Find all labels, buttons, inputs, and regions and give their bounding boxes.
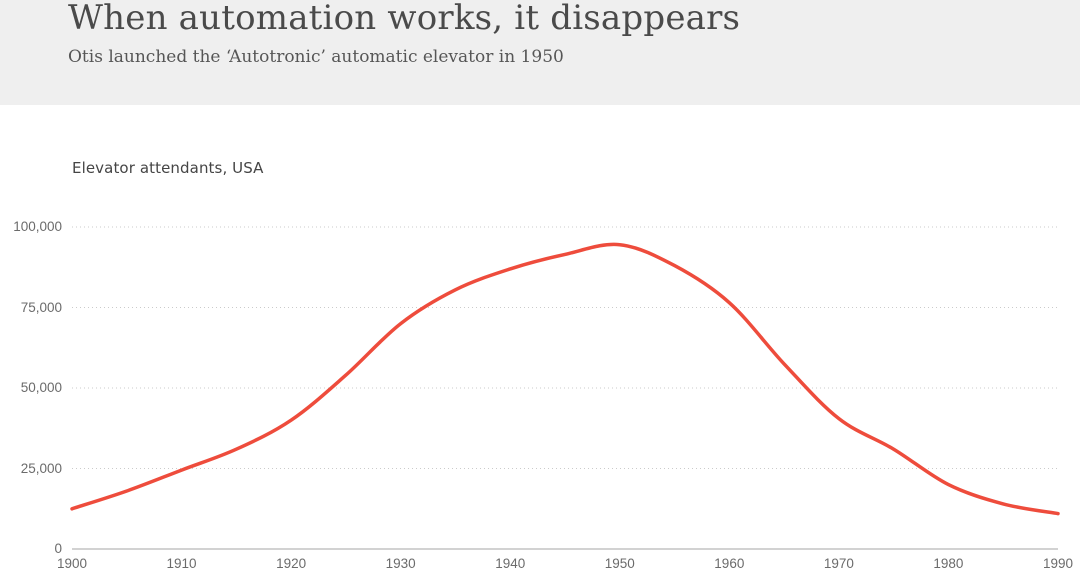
x-tick-label: 1980 [933, 556, 964, 571]
y-tick-label: 50,000 [20, 380, 62, 395]
y-tick-label: 100,000 [13, 219, 62, 234]
page-subtitle: Otis launched the ‘Autotronic’ automatic… [68, 47, 564, 68]
data-line-elevator-attendants [70, 242, 1060, 516]
y-tick-label: 75,000 [20, 299, 62, 315]
x-tick-label: 1940 [495, 556, 526, 571]
x-tick-label: 1910 [166, 556, 197, 571]
x-tick-label: 1950 [604, 556, 635, 571]
chart-header: When automation works, it disappears Oti… [0, 0, 1080, 105]
x-tick-label: 1920 [276, 556, 307, 571]
y-tick-label: 0 [54, 541, 62, 556]
series-label: Elevator attendants, USA [72, 159, 264, 177]
y-tick-label: 25,000 [20, 460, 62, 476]
x-tick-label: 1990 [1042, 556, 1074, 571]
x-tick-label: 1960 [714, 556, 745, 571]
x-tick-label: 1930 [385, 556, 416, 571]
page-title: When automation works, it disappears [68, 0, 741, 38]
x-tick-label: 1970 [823, 556, 854, 571]
x-tick-label: 1900 [56, 556, 88, 571]
